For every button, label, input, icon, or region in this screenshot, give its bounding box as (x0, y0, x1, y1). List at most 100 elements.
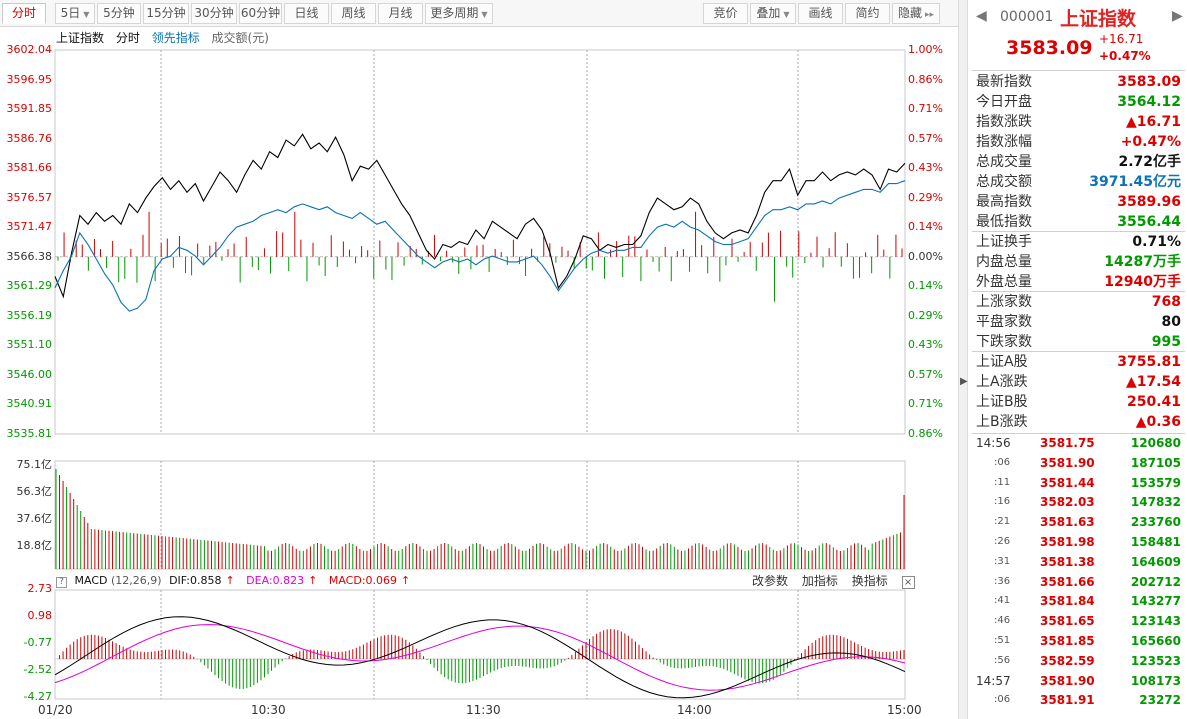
period-toolbar: 分时 5日 ▼ 5分钟 15分钟 30分钟 60分钟 日线 周线 月线 更多周期 ▼ 竞价 叠加 ▼ 画线 简约… (0, 0, 958, 27)
time-axis-label: 11:30 (466, 703, 501, 717)
quote-value: ▲16.71 (1125, 114, 1181, 130)
quote-value: 14287万手 (1104, 254, 1181, 270)
period-tab-8[interactable]: 月线 (378, 3, 423, 24)
quote-row: 上B涨跌 ▲0.36 (972, 412, 1185, 432)
chart-area[interactable]: 上证指数 分时 领先指标 成交额(元) 3602.04 3596.95 3591.8… (0, 27, 958, 719)
quote-value: 768 (1151, 294, 1181, 310)
tick-row[interactable]: :56 3582.59 123523 (972, 651, 1185, 671)
tick-price: 3581.44 (1040, 475, 1095, 490)
period-tab-5[interactable]: 60分钟 (239, 3, 282, 24)
price-axis-label: 3602.04 (6, 43, 53, 56)
tool-tab-1[interactable]: 叠加 ▼ (750, 3, 796, 24)
tick-price: 3581.63 (1040, 515, 1095, 530)
quote-label: 总成交额 (976, 174, 1032, 190)
next-stock-icon[interactable]: ▶ (1172, 8, 1183, 24)
quote-row: 下跌家数 995 (972, 332, 1185, 352)
period-tab-label: 15分钟 (146, 6, 186, 20)
panel-splitter[interactable]: ▶ (958, 0, 968, 719)
time-axis-label: 10:30 (251, 703, 286, 717)
tick-row[interactable]: :26 3581.98 158481 (972, 532, 1185, 552)
price-axis-label: 3561.29 (6, 279, 53, 292)
tool-tab-label: 简约 (855, 6, 880, 20)
percent-axis-label: 0.29% (908, 190, 943, 204)
tick-time: 14:56 (976, 436, 1011, 450)
period-tab-3[interactable]: 15分钟 (143, 3, 189, 24)
quote-row: 指数涨幅 +0.47% (972, 132, 1185, 152)
quote-row: 平盘家数 80 (972, 312, 1185, 332)
period-tab-label: 更多周期 (430, 6, 479, 20)
period-tab-label: 5分钟 (103, 6, 135, 20)
tick-time: :21 (994, 516, 1011, 528)
tick-row[interactable]: :41 3581.84 143277 (972, 591, 1185, 611)
latest-price: 3583.09 (1006, 37, 1093, 59)
add-indicator-button[interactable]: 加指标 (801, 574, 838, 588)
tick-row[interactable]: 14:56 3581.75 120680 (972, 433, 1185, 453)
macd-axis-label: -2.52 (23, 663, 52, 676)
quote-label: 上证B股 (976, 394, 1028, 410)
quote-separator (972, 70, 1185, 71)
quote-label: 平盘家数 (976, 314, 1032, 330)
quote-row: 上证换手 0.71% (972, 232, 1185, 252)
tick-price: 3581.85 (1040, 634, 1095, 648)
price-change: +16.71 (1099, 32, 1144, 46)
close-icon[interactable]: × (901, 576, 915, 589)
quote-label: 下跌家数 (976, 334, 1032, 350)
tick-time: :26 (994, 536, 1011, 547)
tool-tab-3[interactable]: 简约 (845, 3, 890, 24)
tick-row[interactable]: :06 3581.91 23272 (972, 690, 1185, 710)
tick-price: 3581.66 (1040, 574, 1095, 589)
switch-indicator-button[interactable]: 换指标 (851, 574, 888, 588)
period-tab-0[interactable]: 分时 (2, 3, 46, 24)
macd-params: (12,26,9) (110, 574, 162, 587)
percent-axis-label: 1.00% (908, 43, 943, 56)
tick-row[interactable]: :06 3581.90 187105 (972, 453, 1185, 473)
quote-value: +0.47% (1120, 134, 1181, 150)
prev-stock-icon[interactable]: ◀ (976, 8, 987, 24)
tool-tab-2[interactable]: 画线 (798, 3, 843, 24)
change-params-button[interactable]: 改参数 (752, 574, 789, 588)
tick-row[interactable]: 14:57 3581.90 108173 (972, 671, 1185, 691)
period-tab-2[interactable]: 5分钟 (97, 3, 141, 24)
period-tab-4[interactable]: 30分钟 (191, 3, 237, 24)
tick-row[interactable]: :16 3582.03 147832 (972, 492, 1185, 512)
collapse-arrow-icon[interactable]: ▶ (960, 376, 968, 387)
tool-tab-4[interactable]: 隐藏 ▸▸ (892, 3, 940, 24)
period-tab-1[interactable]: 5日 ▼ (55, 3, 95, 24)
quote-label: 外盘总量 (976, 274, 1032, 290)
tool-tab-0[interactable]: 竞价 (703, 3, 748, 24)
legend-lead-indicator[interactable]: 领先指标 (151, 31, 200, 45)
quote-label: 最高指数 (976, 194, 1032, 210)
macd-header: ? MACD (12,26,9) DIF:0.858 ↑ DEA:0.823 ↑ M… (56, 572, 418, 590)
tick-row[interactable]: :36 3581.66 202712 (972, 572, 1185, 592)
intraday-chart-svg[interactable] (0, 27, 958, 719)
quote-value: 3583.09 (1117, 74, 1181, 90)
quote-value: 3589.96 (1117, 194, 1181, 210)
tick-row[interactable]: :31 3581.38 164609 (972, 552, 1185, 572)
period-tab-6[interactable]: 日线 (284, 3, 329, 24)
tick-price: 3582.03 (1040, 495, 1095, 510)
tick-time: :36 (994, 575, 1011, 587)
quote-separator (972, 231, 1185, 232)
quote-label: 上证换手 (976, 234, 1032, 250)
tick-row[interactable]: :21 3581.63 233760 (972, 512, 1185, 532)
quote-label: 上证A股 (976, 354, 1028, 370)
dif-line (54, 616, 906, 699)
tick-volume: 153579 (1130, 475, 1181, 490)
period-tab-9[interactable]: 更多周期 ▼ (425, 3, 493, 24)
quote-value: 12940万手 (1104, 274, 1181, 290)
tick-volume: 123523 (1130, 653, 1181, 668)
quote-row: 最新指数 3583.09 (972, 72, 1185, 92)
macd-up-arrow-icon: ↑ (401, 574, 411, 587)
tick-row[interactable]: :46 3581.65 123143 (972, 611, 1185, 631)
quote-label: 今日开盘 (976, 94, 1032, 110)
period-tab-7[interactable]: 周线 (331, 3, 376, 24)
tick-volume: 233760 (1130, 515, 1181, 530)
tick-row[interactable]: :51 3581.85 165660 (972, 631, 1185, 651)
tick-volume: 23272 (1139, 693, 1181, 708)
macd-question-icon[interactable]: ? (56, 577, 67, 588)
macd-axis-label: -4.27 (23, 690, 52, 703)
tick-row[interactable]: :11 3581.44 153579 (972, 473, 1185, 493)
quote-row: 上证B股 250.41 (972, 392, 1185, 412)
tick-time: :51 (994, 635, 1011, 646)
percent-axis-label: 0.57% (908, 367, 943, 381)
